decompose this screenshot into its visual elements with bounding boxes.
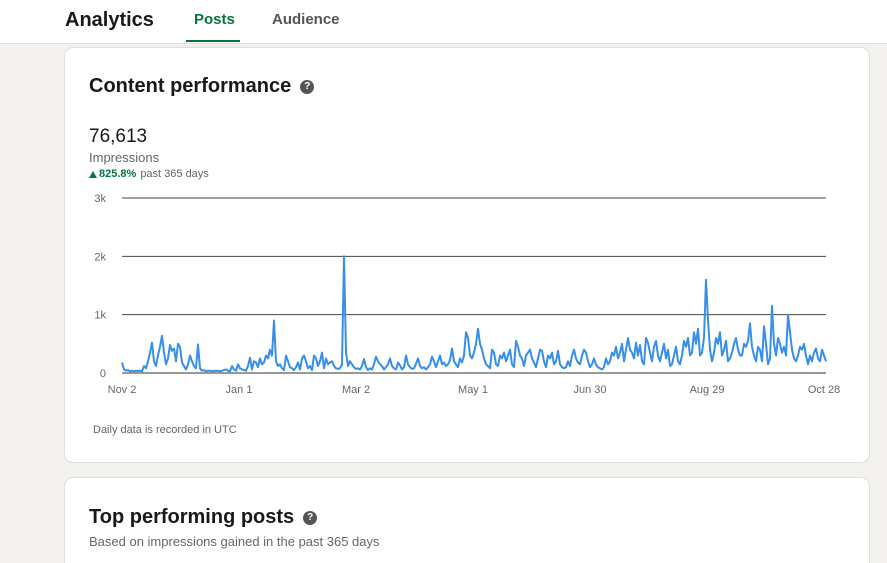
up-arrow-icon xyxy=(89,170,97,178)
top-posts-subtitle: Based on impressions gained in the past … xyxy=(89,534,380,549)
top-performing-posts-card: Top performing posts ? Based on impressi… xyxy=(65,478,869,563)
x-tick-label: Jan 1 xyxy=(226,384,253,396)
content-performance-card: Content performance ? 76,613 Impressions… xyxy=(65,48,869,462)
x-tick-label: Aug 29 xyxy=(690,384,725,396)
x-tick-label: Oct 28 xyxy=(808,384,840,396)
utc-footnote: Daily data is recorded in UTC xyxy=(93,424,237,436)
question-circle-icon[interactable]: ? xyxy=(300,79,315,94)
top-posts-title: Top performing posts xyxy=(89,506,295,528)
tab-audience[interactable]: Audience xyxy=(272,11,340,28)
tab-posts[interactable]: Posts xyxy=(194,11,235,28)
page-title: Analytics xyxy=(65,9,154,31)
impressions-total: 76,613 xyxy=(89,126,148,147)
top-bar: Analytics Posts Audience xyxy=(0,0,887,44)
change-period: past 365 days xyxy=(140,168,209,180)
impressions-label: Impressions xyxy=(89,150,160,165)
active-tab-indicator xyxy=(186,40,240,42)
content-performance-heading: Content performance ? xyxy=(89,75,315,98)
content-performance-title: Content performance xyxy=(89,75,292,97)
x-tick-label: May 1 xyxy=(458,384,488,396)
change-percentage: 825.8% xyxy=(89,168,136,180)
x-tick-label: Jun 30 xyxy=(574,384,607,396)
top-posts-heading: Top performing posts ? xyxy=(89,506,318,529)
impressions-series-line xyxy=(121,255,827,373)
question-circle-icon[interactable]: ? xyxy=(303,510,318,525)
y-tick-label: 0 xyxy=(100,368,106,380)
impressions-chart[interactable]: 0 1k 2k 3k Nov 2 Jan 1 Mar 2 May 1 Jun 30 Aug 29 O… xyxy=(65,48,869,462)
y-tick-label: 3k xyxy=(94,193,106,205)
x-tick-label: Nov 2 xyxy=(108,384,137,396)
change-indicator: 825.8% past 365 days xyxy=(89,168,209,180)
change-value: 825.8% xyxy=(99,168,137,180)
x-tick-label: Mar 2 xyxy=(342,384,370,396)
impressions-chart-svg: 0 1k 2k 3k Nov 2 Jan 1 Mar 2 May 1 Jun 30 Aug 29 O… xyxy=(94,193,840,396)
y-tick-label: 2k xyxy=(94,251,106,263)
y-tick-label: 1k xyxy=(94,310,106,322)
